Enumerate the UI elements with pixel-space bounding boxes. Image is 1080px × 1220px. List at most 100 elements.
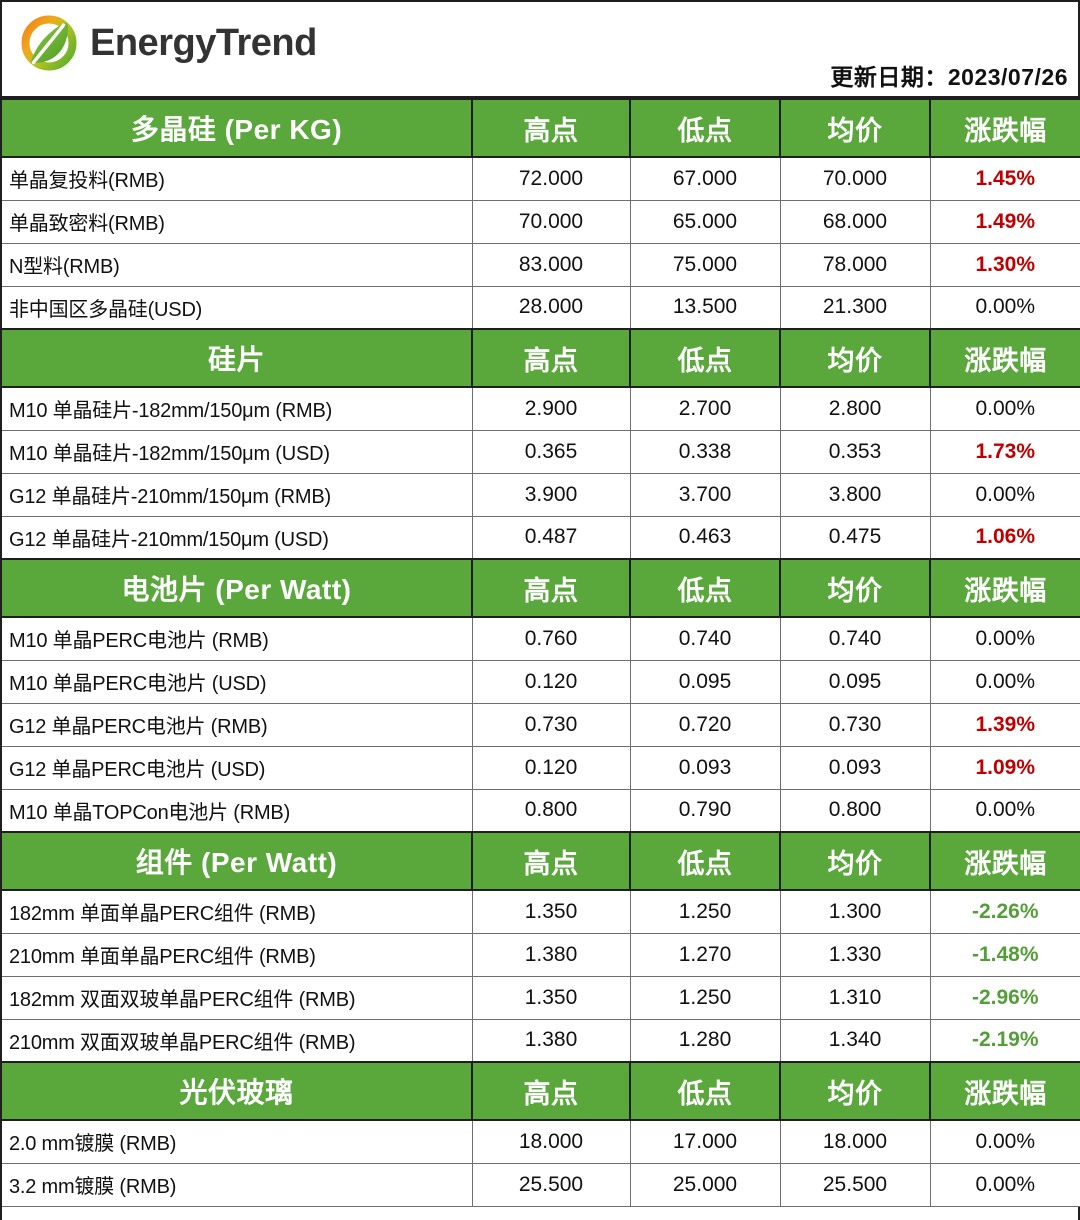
- section-header-row: 组件 (Per Watt) 高点 低点 均价 涨跌幅: [2, 831, 1080, 891]
- table-row: 182mm 单面单晶PERC组件 (RMB) 1.350 1.250 1.300 -2.…: [2, 890, 1080, 934]
- product-label: G12 单晶硅片-210mm/150μm (USD): [2, 516, 473, 560]
- price-high: 0.730: [472, 703, 631, 747]
- table-row: 2.0 mm镀膜 (RMB) 18.000 17.000 18.000 0.00%: [2, 1120, 1080, 1164]
- product-label: M10 单晶PERC电池片 (USD): [2, 660, 473, 704]
- table-row: G12 单晶硅片-210mm/150μm (USD) 0.487 0.463 0.47…: [2, 516, 1080, 560]
- table-row: 单晶致密料(RMB) 70.000 65.000 68.000 1.49%: [2, 200, 1080, 244]
- product-label: 非中国区多晶硅(USD): [2, 286, 473, 330]
- price-table: 多晶硅 (Per KG) 高点 低点 均价 涨跌幅 单晶复投料(RMB) 72.000 67.…: [2, 98, 1080, 1207]
- price-average: 2.800: [780, 387, 931, 431]
- price-low: 25.000: [630, 1163, 781, 1207]
- product-label: M10 单晶TOPCon电池片 (RMB): [2, 789, 473, 833]
- price-change: -2.19%: [930, 1019, 1080, 1063]
- price-low: 75.000: [630, 243, 781, 287]
- price-high: 2.900: [472, 387, 631, 431]
- product-label: M10 单晶硅片-182mm/150μm (RMB): [2, 387, 473, 431]
- price-change: 0.00%: [930, 789, 1080, 833]
- price-change: 1.39%: [930, 703, 1080, 747]
- table-row: M10 单晶TOPCon电池片 (RMB) 0.800 0.790 0.800 0.00…: [2, 789, 1080, 833]
- table-row: 210mm 单面单晶PERC组件 (RMB) 1.380 1.270 1.330 -1.…: [2, 933, 1080, 977]
- price-change: 0.00%: [930, 1120, 1080, 1164]
- column-header-avg: 均价: [780, 558, 931, 618]
- price-high: 70.000: [472, 200, 631, 244]
- price-high: 0.800: [472, 789, 631, 833]
- product-label: N型料(RMB): [2, 243, 473, 287]
- price-low: 0.740: [630, 617, 781, 661]
- product-label: 210mm 单面单晶PERC组件 (RMB): [2, 933, 473, 977]
- price-average: 0.800: [780, 789, 931, 833]
- column-header-avg: 均价: [780, 98, 931, 158]
- price-low: 0.095: [630, 660, 781, 704]
- column-header-low: 低点: [630, 328, 781, 388]
- price-high: 0.760: [472, 617, 631, 661]
- price-change: 0.00%: [930, 286, 1080, 330]
- report-header: EnergyTrend 更新日期：2023/07/26: [2, 2, 1078, 98]
- price-low: 2.700: [630, 387, 781, 431]
- price-change: 0.00%: [930, 387, 1080, 431]
- price-low: 0.790: [630, 789, 781, 833]
- column-header-high: 高点: [472, 558, 631, 618]
- column-header-change: 涨跌幅: [930, 558, 1080, 618]
- price-average: 1.330: [780, 933, 931, 977]
- price-change: 0.00%: [930, 660, 1080, 704]
- price-average: 0.353: [780, 430, 931, 474]
- table-row: 182mm 双面双玻单晶PERC组件 (RMB) 1.350 1.250 1.310-…: [2, 976, 1080, 1020]
- price-low: 3.700: [630, 473, 781, 517]
- section-header-row: 电池片 (Per Watt) 高点 低点 均价 涨跌幅: [2, 558, 1080, 618]
- section-title: 组件 (Per Watt): [2, 831, 473, 891]
- price-high: 0.487: [472, 516, 631, 560]
- table-row: G12 单晶PERC电池片 (USD) 0.120 0.093 0.093 1.09%: [2, 746, 1080, 790]
- product-label: 182mm 单面单晶PERC组件 (RMB): [2, 890, 473, 934]
- price-high: 3.900: [472, 473, 631, 517]
- price-average: 25.500: [780, 1163, 931, 1207]
- column-header-high: 高点: [472, 831, 631, 891]
- price-change: 1.73%: [930, 430, 1080, 474]
- column-header-low: 低点: [630, 1061, 781, 1121]
- product-label: 3.2 mm镀膜 (RMB): [2, 1163, 473, 1207]
- price-average: 3.800: [780, 473, 931, 517]
- price-high: 72.000: [472, 157, 631, 201]
- price-low: 1.280: [630, 1019, 781, 1063]
- table-row: 3.2 mm镀膜 (RMB) 25.500 25.000 25.500 0.00%: [2, 1163, 1080, 1207]
- price-low: 0.338: [630, 430, 781, 474]
- price-high: 0.365: [472, 430, 631, 474]
- price-change: 0.00%: [930, 617, 1080, 661]
- price-high: 1.380: [472, 1019, 631, 1063]
- price-high: 0.120: [472, 660, 631, 704]
- price-high: 0.120: [472, 746, 631, 790]
- product-label: G12 单晶PERC电池片 (USD): [2, 746, 473, 790]
- section-header-row: 多晶硅 (Per KG) 高点 低点 均价 涨跌幅: [2, 98, 1080, 158]
- product-label: 182mm 双面双玻单晶PERC组件 (RMB): [2, 976, 473, 1020]
- price-average: 0.730: [780, 703, 931, 747]
- column-header-high: 高点: [472, 1061, 631, 1121]
- column-header-change: 涨跌幅: [930, 328, 1080, 388]
- price-average: 1.310: [780, 976, 931, 1020]
- price-average: 78.000: [780, 243, 931, 287]
- product-label: 2.0 mm镀膜 (RMB): [2, 1120, 473, 1164]
- price-low: 1.250: [630, 976, 781, 1020]
- price-high: 1.350: [472, 890, 631, 934]
- price-change: -1.48%: [930, 933, 1080, 977]
- section-header-row: 光伏玻璃 高点 低点 均价 涨跌幅: [2, 1061, 1080, 1121]
- product-label: 单晶致密料(RMB): [2, 200, 473, 244]
- section-title: 电池片 (Per Watt): [2, 558, 473, 618]
- price-change: 1.49%: [930, 200, 1080, 244]
- product-label: G12 单晶硅片-210mm/150μm (RMB): [2, 473, 473, 517]
- price-average: 1.340: [780, 1019, 931, 1063]
- column-header-avg: 均价: [780, 328, 931, 388]
- price-low: 17.000: [630, 1120, 781, 1164]
- table-row: 非中国区多晶硅(USD) 28.000 13.500 21.300 0.00%: [2, 286, 1080, 330]
- price-high: 28.000: [472, 286, 631, 330]
- column-header-avg: 均价: [780, 831, 931, 891]
- column-header-low: 低点: [630, 98, 781, 158]
- product-label: 210mm 双面双玻单晶PERC组件 (RMB): [2, 1019, 473, 1063]
- price-low: 1.250: [630, 890, 781, 934]
- leaf-circle-logo-icon: [18, 12, 80, 74]
- price-change: 1.06%: [930, 516, 1080, 560]
- price-high: 83.000: [472, 243, 631, 287]
- brand-name: EnergyTrend: [90, 21, 317, 64]
- price-average: 21.300: [780, 286, 931, 330]
- price-low: 13.500: [630, 286, 781, 330]
- table-row: N型料(RMB) 83.000 75.000 78.000 1.30%: [2, 243, 1080, 287]
- table-row: M10 单晶PERC电池片 (USD) 0.120 0.095 0.095 0.00%: [2, 660, 1080, 704]
